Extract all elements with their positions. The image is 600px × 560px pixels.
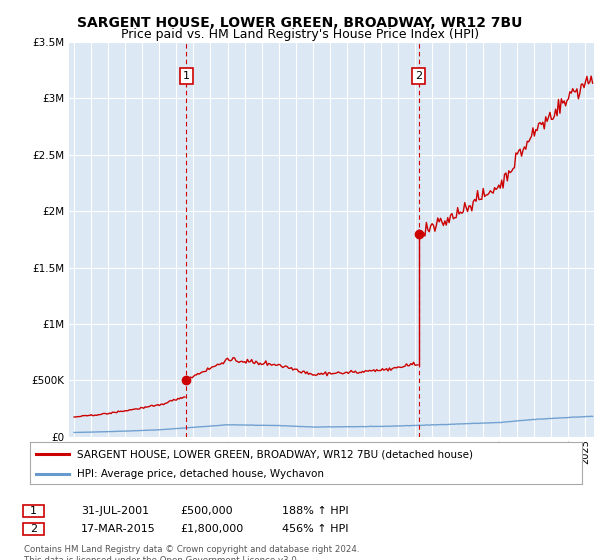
Text: HPI: Average price, detached house, Wychavon: HPI: Average price, detached house, Wych…: [77, 469, 324, 479]
Text: 456% ↑ HPI: 456% ↑ HPI: [282, 524, 349, 534]
Text: £500,000: £500,000: [180, 506, 233, 516]
Text: 17-MAR-2015: 17-MAR-2015: [81, 524, 156, 534]
Text: 1: 1: [183, 71, 190, 81]
Text: 188% ↑ HPI: 188% ↑ HPI: [282, 506, 349, 516]
Text: Contains HM Land Registry data © Crown copyright and database right 2024.
This d: Contains HM Land Registry data © Crown c…: [24, 545, 359, 560]
Text: £1,800,000: £1,800,000: [180, 524, 243, 534]
Text: 2: 2: [30, 524, 37, 534]
Text: Price paid vs. HM Land Registry's House Price Index (HPI): Price paid vs. HM Land Registry's House …: [121, 28, 479, 41]
Text: 31-JUL-2001: 31-JUL-2001: [81, 506, 149, 516]
Text: SARGENT HOUSE, LOWER GREEN, BROADWAY, WR12 7BU (detached house): SARGENT HOUSE, LOWER GREEN, BROADWAY, WR…: [77, 449, 473, 459]
Text: 2: 2: [415, 71, 422, 81]
Text: SARGENT HOUSE, LOWER GREEN, BROADWAY, WR12 7BU: SARGENT HOUSE, LOWER GREEN, BROADWAY, WR…: [77, 16, 523, 30]
Text: 1: 1: [30, 506, 37, 516]
